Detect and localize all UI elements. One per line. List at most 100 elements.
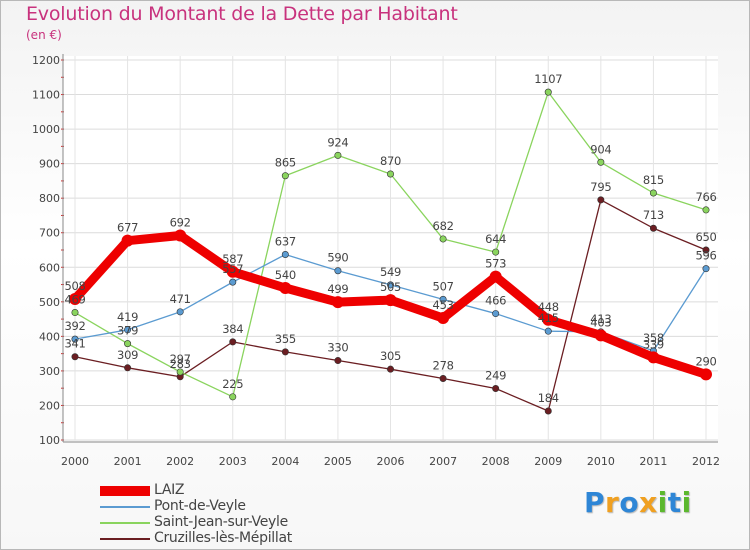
- data-point: [492, 385, 500, 393]
- data-label: 225: [222, 377, 243, 391]
- data-label: 290: [695, 354, 716, 368]
- y-tick-label: 1100: [32, 89, 60, 102]
- data-label: 573: [485, 257, 506, 271]
- data-label: 924: [327, 135, 348, 149]
- data-point: [69, 293, 81, 306]
- data-label: 453: [433, 298, 454, 312]
- data-label: 309: [117, 348, 138, 362]
- y-tick-label: 1200: [32, 54, 60, 67]
- data-point: [544, 88, 552, 96]
- y-tick-label: 1000: [32, 123, 60, 136]
- data-point: [492, 248, 500, 256]
- legend-swatch: [100, 506, 150, 508]
- x-tick-label: 2002: [166, 455, 194, 468]
- data-label: 650: [695, 230, 716, 244]
- y-tick-label: 700: [39, 227, 60, 240]
- data-point: [229, 393, 237, 401]
- x-tick-label: 2012: [692, 455, 720, 468]
- x-tick-label: 2001: [114, 455, 142, 468]
- data-point: [649, 224, 657, 232]
- data-label: 184: [538, 391, 559, 405]
- data-label: 330: [327, 341, 348, 355]
- data-label: 637: [275, 234, 296, 248]
- data-point: [174, 229, 187, 242]
- data-label: 469: [64, 293, 85, 307]
- data-point: [544, 407, 552, 415]
- data-label: 471: [170, 292, 191, 306]
- data-label: 870: [380, 154, 401, 168]
- data-label: 305: [380, 349, 401, 363]
- data-label: 540: [275, 268, 296, 282]
- data-point: [702, 206, 710, 214]
- data-label: 590: [327, 251, 348, 265]
- legend-swatch: [100, 522, 150, 524]
- data-label: 415: [538, 311, 559, 325]
- chart-subtitle: (en €): [26, 28, 62, 42]
- data-point: [702, 246, 710, 254]
- data-point: [229, 338, 237, 346]
- data-point: [386, 170, 394, 178]
- data-label: 499: [327, 282, 348, 296]
- y-tick-label: 900: [39, 158, 60, 171]
- data-point: [489, 270, 502, 283]
- x-tick-label: 2000: [61, 455, 89, 468]
- y-tick-label: 600: [39, 261, 60, 274]
- data-label: 677: [117, 221, 138, 235]
- legend-label: LAIZ: [154, 482, 185, 498]
- x-tick-label: 2003: [219, 455, 247, 468]
- data-point: [437, 312, 450, 325]
- data-label: 682: [433, 219, 454, 233]
- data-point: [702, 265, 710, 273]
- data-label: 379: [117, 324, 138, 338]
- data-label: 283: [170, 357, 191, 371]
- data-label: 384: [222, 322, 243, 336]
- y-tick-label: 300: [39, 365, 60, 378]
- data-label: 358: [643, 331, 664, 345]
- y-tick-label: 500: [39, 296, 60, 309]
- data-label: 448: [538, 300, 559, 314]
- data-point: [124, 364, 132, 372]
- data-point: [597, 158, 605, 166]
- data-point: [121, 234, 134, 247]
- data-label: 339: [643, 337, 664, 351]
- y-tick-label: 100: [39, 434, 60, 447]
- data-point: [279, 282, 292, 294]
- y-tick-label: 800: [39, 192, 60, 205]
- data-point: [71, 353, 79, 361]
- data-label: 392: [64, 319, 85, 333]
- y-tick-label: 200: [39, 399, 60, 412]
- data-label: 508: [64, 279, 85, 293]
- data-point: [124, 340, 132, 348]
- data-label: 297: [170, 352, 191, 366]
- data-point: [542, 313, 555, 326]
- data-label: 644: [485, 232, 506, 246]
- data-label: 766: [695, 190, 716, 204]
- proxiti-logo: Proxiti: [584, 486, 692, 519]
- data-point: [124, 326, 132, 334]
- data-label: 419: [117, 310, 138, 324]
- x-tick-label: 2011: [639, 455, 667, 468]
- legend-swatch: [100, 538, 150, 540]
- x-tick-label: 2007: [429, 455, 457, 468]
- legend-label: Pont-de-Veyle: [154, 498, 246, 514]
- y-tick-label: 400: [39, 330, 60, 343]
- data-label: 596: [695, 249, 716, 263]
- data-point: [334, 151, 342, 159]
- data-label: 507: [433, 279, 454, 293]
- data-label: 403: [590, 315, 611, 329]
- data-label: 1107: [534, 72, 562, 86]
- data-point: [331, 296, 344, 309]
- data-point: [226, 265, 239, 278]
- data-point: [334, 357, 342, 365]
- data-label: 341: [64, 337, 85, 351]
- x-tick-label: 2005: [324, 455, 352, 468]
- data-label: 795: [590, 180, 611, 194]
- data-point: [647, 351, 660, 364]
- legend-label: Cruzilles-lès-Mépillat: [154, 530, 292, 546]
- data-point: [229, 278, 237, 286]
- data-point: [700, 368, 712, 381]
- data-point: [386, 281, 394, 289]
- data-label: 355: [275, 332, 296, 346]
- data-label: 713: [643, 208, 664, 222]
